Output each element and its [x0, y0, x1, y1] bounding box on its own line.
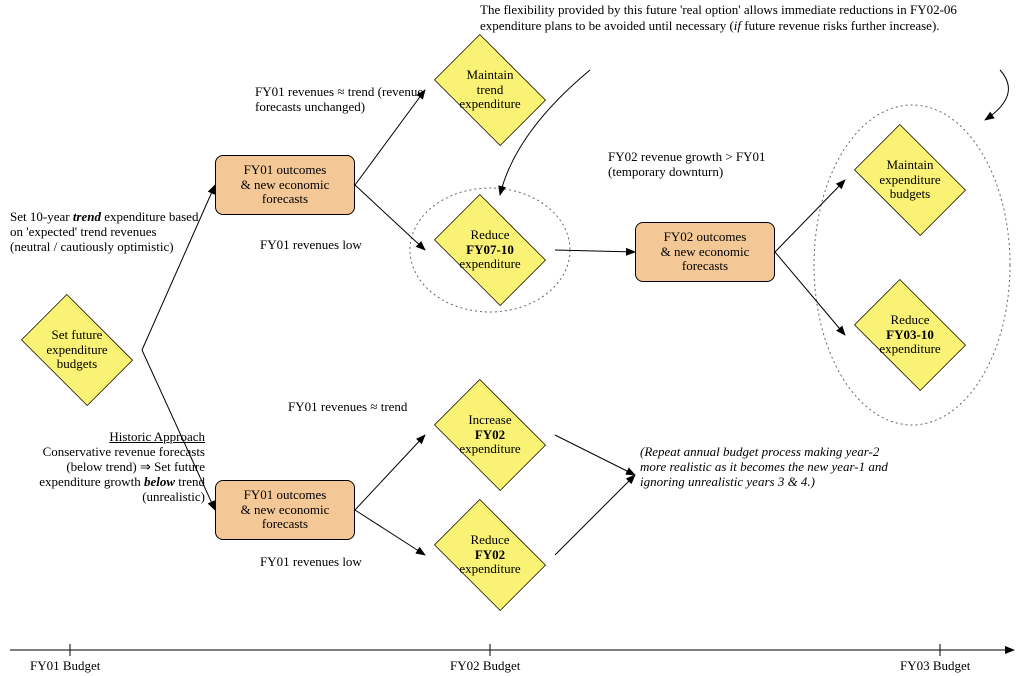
node-label: ReduceFY02expenditure	[453, 533, 526, 578]
node-maintain1: Maintaintrendexpenditure	[425, 45, 555, 135]
edge-label-upper_path: Set 10-year trend expenditure based on '…	[10, 210, 200, 255]
edge-label-rev_low2: FY01 revenues low	[260, 555, 420, 570]
node-reduce02: ReduceFY02expenditure	[425, 510, 555, 600]
node-out_top: FY01 outcomes& new economicforecasts	[215, 155, 355, 215]
node-label: ReduceFY03-10expenditure	[873, 313, 946, 358]
node-start: Set futureexpenditurebudgets	[12, 305, 142, 395]
node-label: FY02 outcomes& new economicforecasts	[661, 230, 750, 275]
node-out_bot: FY01 outcomes& new economicforecasts	[215, 480, 355, 540]
node-reduce0710: ReduceFY07-10expenditure	[425, 205, 555, 295]
node-label: IncreaseFY02expenditure	[453, 413, 526, 458]
node-label: Set futureexpenditurebudgets	[40, 328, 113, 373]
svg-text:FY01 Budget: FY01 Budget	[30, 658, 101, 673]
node-increase02: IncreaseFY02expenditure	[425, 390, 555, 480]
edge-label-rev_low1: FY01 revenues low	[260, 238, 420, 253]
svg-text:FY03 Budget: FY03 Budget	[900, 658, 971, 673]
svg-text:FY02 Budget: FY02 Budget	[450, 658, 521, 673]
edge-label-repeat_note: (Repeat annual budget process making yea…	[640, 445, 890, 490]
node-label: ReduceFY07-10expenditure	[453, 228, 526, 273]
edge-label-lower_path: Historic ApproachConservative revenue fo…	[30, 430, 205, 505]
node-out_mid: FY02 outcomes& new economicforecasts	[635, 222, 775, 282]
node-reduce0310: ReduceFY03-10expenditure	[845, 290, 975, 380]
edge-label-rev_trend1: FY01 revenues ≈ trend (revenue forecasts…	[255, 85, 425, 115]
node-label: Maintainexpenditurebudgets	[873, 158, 946, 203]
node-maintain2: Maintainexpenditurebudgets	[845, 135, 975, 225]
node-label: Maintaintrendexpenditure	[453, 68, 526, 113]
node-label: FY01 outcomes& new economicforecasts	[241, 488, 330, 533]
edge-label-rev_growth: FY02 revenue growth > FY01(temporary dow…	[608, 150, 828, 180]
flexibility-annotation: The flexibility provided by this future …	[480, 2, 1000, 33]
node-label: FY01 outcomes& new economicforecasts	[241, 163, 330, 208]
edge-label-rev_trend2: FY01 revenues ≈ trend	[288, 400, 408, 415]
